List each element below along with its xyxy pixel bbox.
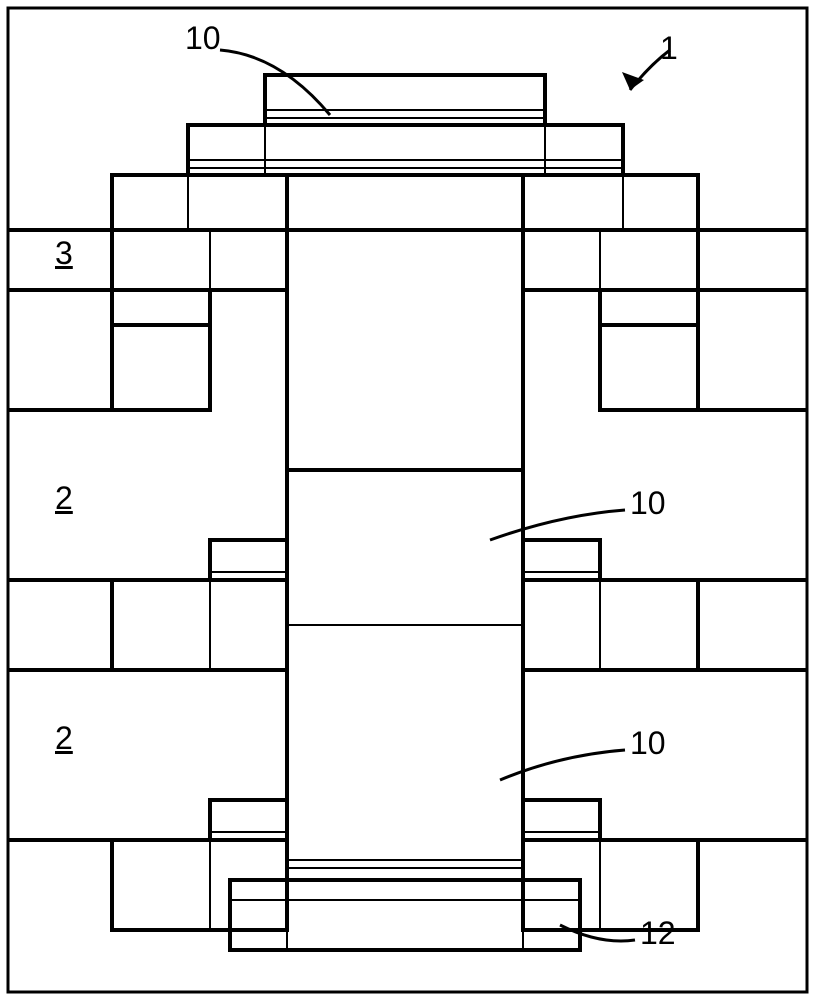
label-10-low: 10 xyxy=(630,725,666,762)
technical-diagram xyxy=(0,0,815,1000)
label-1: 1 xyxy=(660,30,678,67)
label-3: 3 xyxy=(55,235,73,272)
label-10-top: 10 xyxy=(185,20,221,57)
label-2-lower: 2 xyxy=(55,720,73,757)
label-12: 12 xyxy=(640,915,676,952)
label-2-upper: 2 xyxy=(55,480,73,517)
label-10-mid: 10 xyxy=(630,485,666,522)
